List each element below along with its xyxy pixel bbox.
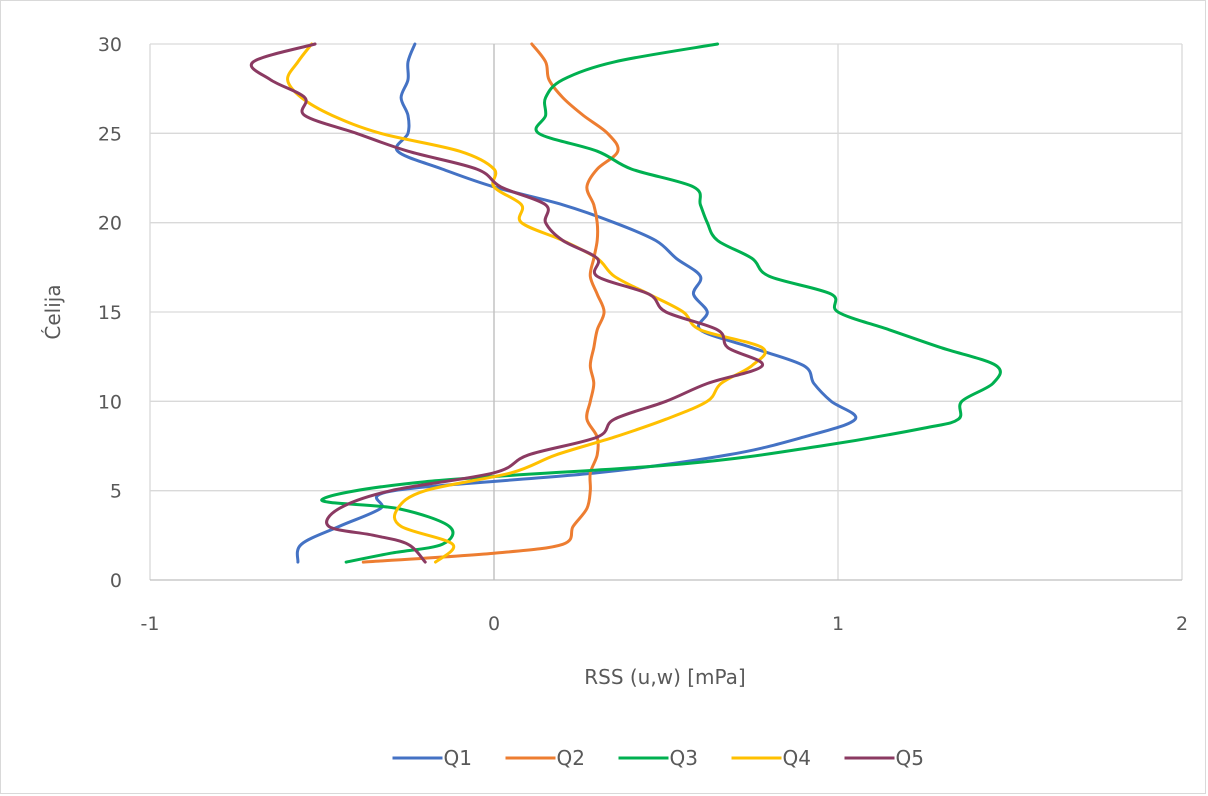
legend-label: Q3	[670, 746, 698, 770]
x-tick-label: 0	[488, 613, 500, 635]
x-axis-title: RSS (u,w) [mPa]	[584, 665, 746, 689]
series-line-q4	[286, 42, 767, 564]
series-layer	[249, 42, 1002, 564]
y-tick-label: 5	[110, 481, 122, 503]
x-tick-label: -1	[141, 613, 160, 635]
y-tick-label: 30	[98, 34, 122, 56]
x-tick-label: 1	[832, 613, 844, 635]
legend-label: Q2	[557, 746, 585, 770]
series-line-q3	[320, 42, 1002, 564]
y-tick-label: 15	[98, 302, 122, 324]
legend-label: Q5	[896, 746, 924, 770]
y-tick-label: 20	[98, 213, 122, 235]
y-tick-label: 25	[98, 123, 122, 145]
legend: Q1 Q2 Q3 Q4 Q5	[392, 746, 924, 770]
y-tick-label: 10	[98, 391, 122, 413]
series-line-q1	[295, 42, 858, 564]
series-line-q2	[361, 42, 620, 564]
legend-label: Q1	[444, 746, 472, 770]
y-axis-title: Ćelija	[41, 284, 65, 339]
series-line-q5	[249, 42, 764, 564]
legend-label: Q4	[783, 746, 811, 770]
y-tick-label: 0	[110, 570, 122, 592]
x-tick-label: 2	[1176, 613, 1188, 635]
